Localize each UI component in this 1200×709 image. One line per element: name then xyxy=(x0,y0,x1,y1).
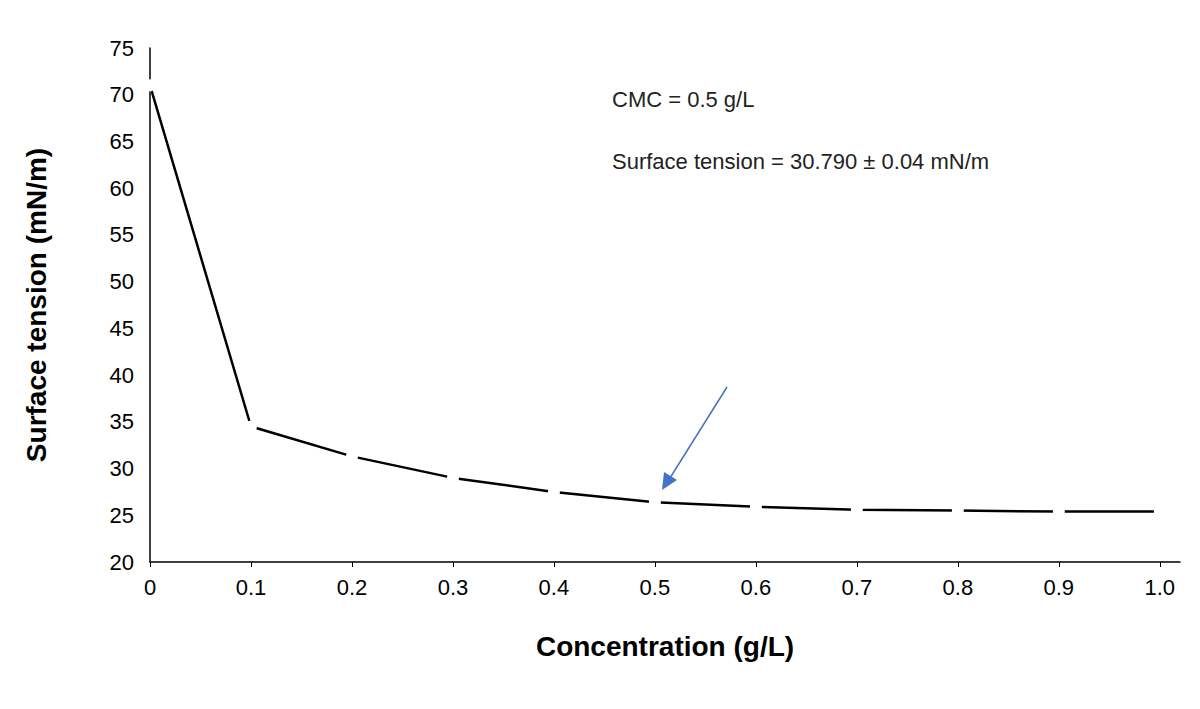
svg-text:0.7: 0.7 xyxy=(842,575,873,600)
svg-text:30: 30 xyxy=(110,456,134,481)
svg-text:Surface tension (mN/m): Surface tension (mN/m) xyxy=(21,148,52,462)
svg-text:40: 40 xyxy=(110,363,134,388)
svg-text:0.2: 0.2 xyxy=(337,575,368,600)
svg-text:0.3: 0.3 xyxy=(438,575,469,600)
svg-text:CMC = 0.5 g/L: CMC = 0.5 g/L xyxy=(612,87,754,112)
svg-text:0.9: 0.9 xyxy=(1044,575,1075,600)
svg-text:65: 65 xyxy=(110,129,134,154)
svg-text:Surface tension = 30.790 ± 0.0: Surface tension = 30.790 ± 0.04 mN/m xyxy=(612,149,989,174)
svg-text:Concentration (g/L): Concentration (g/L) xyxy=(536,631,794,662)
svg-text:25: 25 xyxy=(110,503,134,528)
svg-text:55: 55 xyxy=(110,222,134,247)
svg-text:0.1: 0.1 xyxy=(236,575,267,600)
svg-text:45: 45 xyxy=(110,316,134,341)
svg-text:70: 70 xyxy=(110,82,134,107)
svg-text:0.6: 0.6 xyxy=(741,575,772,600)
svg-text:1.0: 1.0 xyxy=(1145,575,1176,600)
svg-text:60: 60 xyxy=(110,176,134,201)
svg-text:50: 50 xyxy=(110,269,134,294)
svg-text:75: 75 xyxy=(110,36,134,61)
svg-text:0.5: 0.5 xyxy=(640,575,671,600)
svg-text:20: 20 xyxy=(110,550,134,575)
svg-text:0.4: 0.4 xyxy=(539,575,570,600)
svg-text:0: 0 xyxy=(144,575,156,600)
svg-text:0.8: 0.8 xyxy=(943,575,974,600)
svg-text:35: 35 xyxy=(110,409,134,434)
